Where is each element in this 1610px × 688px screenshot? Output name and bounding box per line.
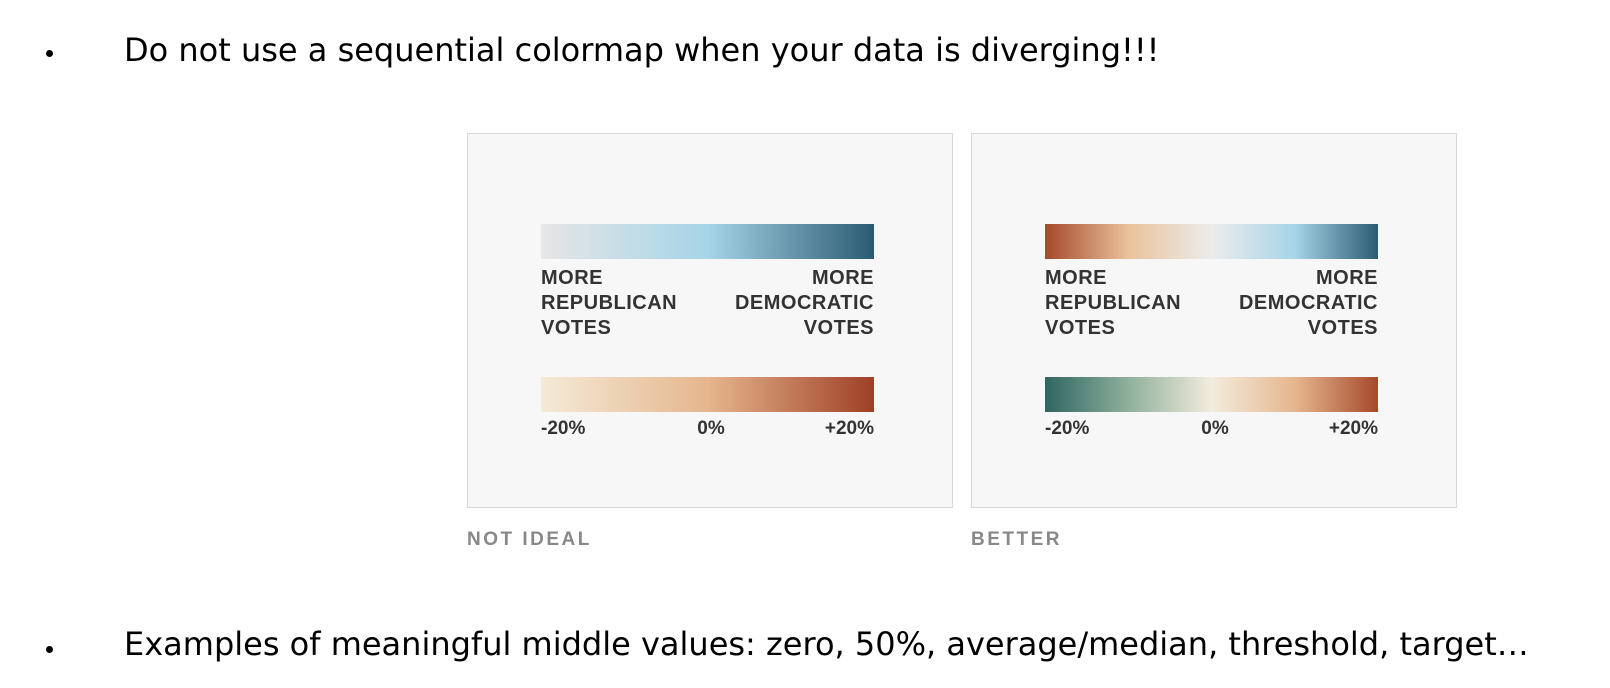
bullet-text: Do not use a sequential colormap when yo… — [124, 31, 1160, 69]
colorbar-bottom — [541, 377, 874, 412]
bullet-dot — [46, 646, 53, 653]
panel-better: MORE REPUBLICAN VOTES MORE DEMOCRATIC VO… — [971, 133, 1457, 508]
bullet-dot — [46, 50, 53, 57]
colorbar-bottom — [1045, 377, 1378, 412]
tick-label-min: -20% — [541, 418, 586, 439]
bullet-item-2: Examples of meaningful middle values: ze… — [0, 622, 1610, 666]
label-more-republican: MORE REPUBLICAN VOTES — [541, 267, 678, 339]
colorbar-top — [1045, 224, 1378, 259]
bullet-item-1: Do not use a sequential colormap when yo… — [0, 28, 1610, 72]
label-more-democratic: MORE DEMOCRATIC VOTES — [1238, 267, 1378, 339]
tick-label-max: +20% — [1328, 418, 1378, 439]
panel-not-ideal: MORE REPUBLICAN VOTES MORE DEMOCRATIC VO… — [467, 133, 953, 508]
label-more-democratic: MORE DEMOCRATIC VOTES — [734, 267, 874, 339]
caption-not-ideal: NOT IDEAL — [467, 529, 592, 550]
tick-label-mid: 0% — [697, 418, 725, 439]
label-more-republican: MORE REPUBLICAN VOTES — [1045, 267, 1182, 339]
caption-better: BETTER — [971, 529, 1062, 550]
colorbar-top — [541, 224, 874, 259]
tick-label-min: -20% — [1045, 418, 1090, 439]
tick-label-mid: 0% — [1201, 418, 1229, 439]
tick-label-max: +20% — [824, 418, 874, 439]
bullet-text: Examples of meaningful middle values: ze… — [124, 625, 1529, 663]
